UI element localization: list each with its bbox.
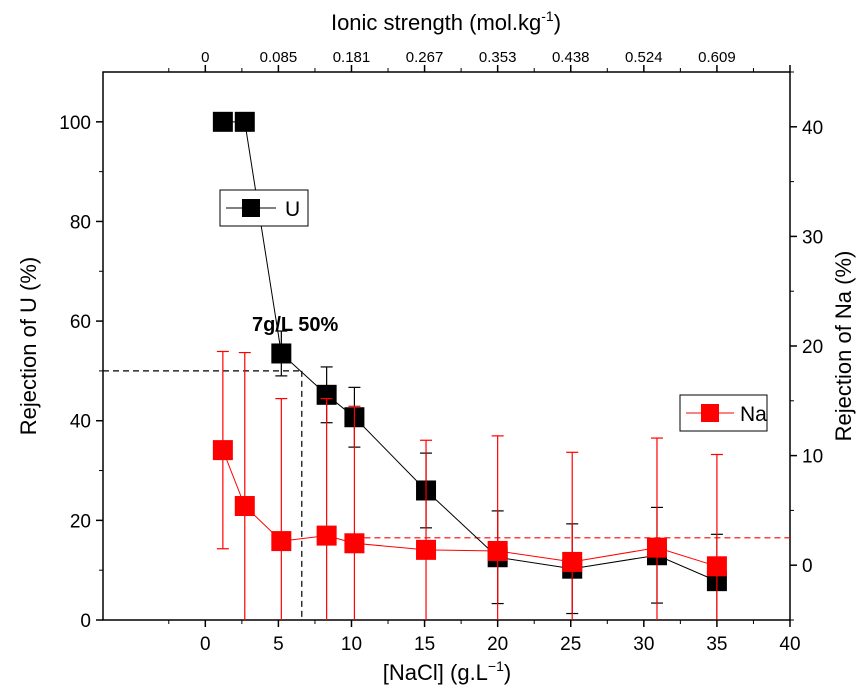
y-left-tick-label: 60	[70, 312, 91, 333]
y-right-tick-label: 20	[802, 337, 823, 358]
x-axis-title-sup: −1	[488, 658, 504, 674]
axis-ticks	[96, 65, 797, 627]
point-na	[234, 496, 255, 517]
top-tick-label: 0.353	[479, 49, 517, 66]
x-axis-title: [NaCl] (g.L−1)	[383, 658, 511, 685]
series-line-u	[222, 121, 718, 582]
legend-u-marker	[242, 199, 260, 217]
top-tick-label: 0	[201, 49, 209, 66]
tick-labels: 0 5 10 15 20 25 30 35 40 0 0.085 0.181 0.267 0.353 0.4…	[59, 49, 823, 655]
x-tick-label: 10	[341, 634, 362, 655]
top-tick-label: 0.609	[698, 49, 736, 66]
y-left-tick-label: 20	[70, 511, 91, 532]
top-axis-title-main: Ionic strength (mol.kg	[331, 10, 541, 35]
legend-u-label: U	[285, 198, 300, 221]
y-right-tick-label: 0	[802, 556, 813, 577]
top-tick-label: 0.267	[406, 49, 444, 66]
point-na	[212, 440, 233, 461]
y-left-tick-label: 0	[80, 611, 91, 632]
point-na	[416, 539, 437, 560]
point-na	[487, 540, 508, 561]
top-tick-label: 0.181	[333, 49, 371, 66]
top-axis-title-end: )	[554, 10, 561, 35]
legend-na-marker	[701, 404, 719, 422]
point-u	[234, 111, 255, 132]
top-tick-label: 0.438	[552, 49, 590, 66]
x-tick-label: 40	[779, 634, 800, 655]
point-na	[316, 525, 337, 546]
point-na	[562, 551, 583, 572]
point-u	[271, 343, 292, 364]
x-tick-label: 0	[200, 634, 211, 655]
point-u	[316, 384, 337, 405]
x-tick-label: 20	[487, 634, 508, 655]
y-left-tick-label: 100	[59, 113, 91, 134]
x-tick-label: 25	[560, 634, 581, 655]
y-right-tick-label: 10	[802, 447, 823, 468]
legend-u: U	[219, 189, 309, 227]
point-na	[646, 537, 667, 558]
top-tick-label: 0.085	[260, 49, 298, 66]
series-line-na	[222, 449, 718, 567]
x-tick-label: 30	[633, 634, 654, 655]
top-tick-label: 0.524	[625, 49, 663, 66]
y-left-tick-label: 80	[70, 212, 91, 233]
x-tick-label: 15	[414, 634, 435, 655]
legend-na-label: Na	[740, 403, 767, 426]
legend-na: Na	[679, 394, 768, 432]
top-axis-title: Ionic strength (mol.kg-1)	[331, 8, 561, 35]
annotation-50-label: 7g/L 50%	[252, 314, 339, 336]
y-right-tick-label: 30	[802, 227, 823, 248]
y-right-title: Rejection of Na (%)	[831, 251, 856, 442]
point-u	[212, 111, 233, 132]
x-tick-label: 5	[273, 634, 284, 655]
x-axis-title-main: [NaCl] (g.L	[383, 660, 488, 685]
y-left-tick-label: 40	[70, 412, 91, 433]
y-right-tick-label: 40	[802, 118, 823, 139]
top-axis-title-sup: -1	[541, 8, 554, 24]
x-tick-label: 35	[706, 634, 727, 655]
y-left-title: Rejection of U (%)	[16, 257, 41, 436]
data-series	[212, 111, 727, 620]
point-na	[271, 531, 292, 552]
point-na	[344, 533, 365, 554]
point-na	[706, 556, 727, 577]
x-axis-title-end: )	[504, 660, 511, 685]
